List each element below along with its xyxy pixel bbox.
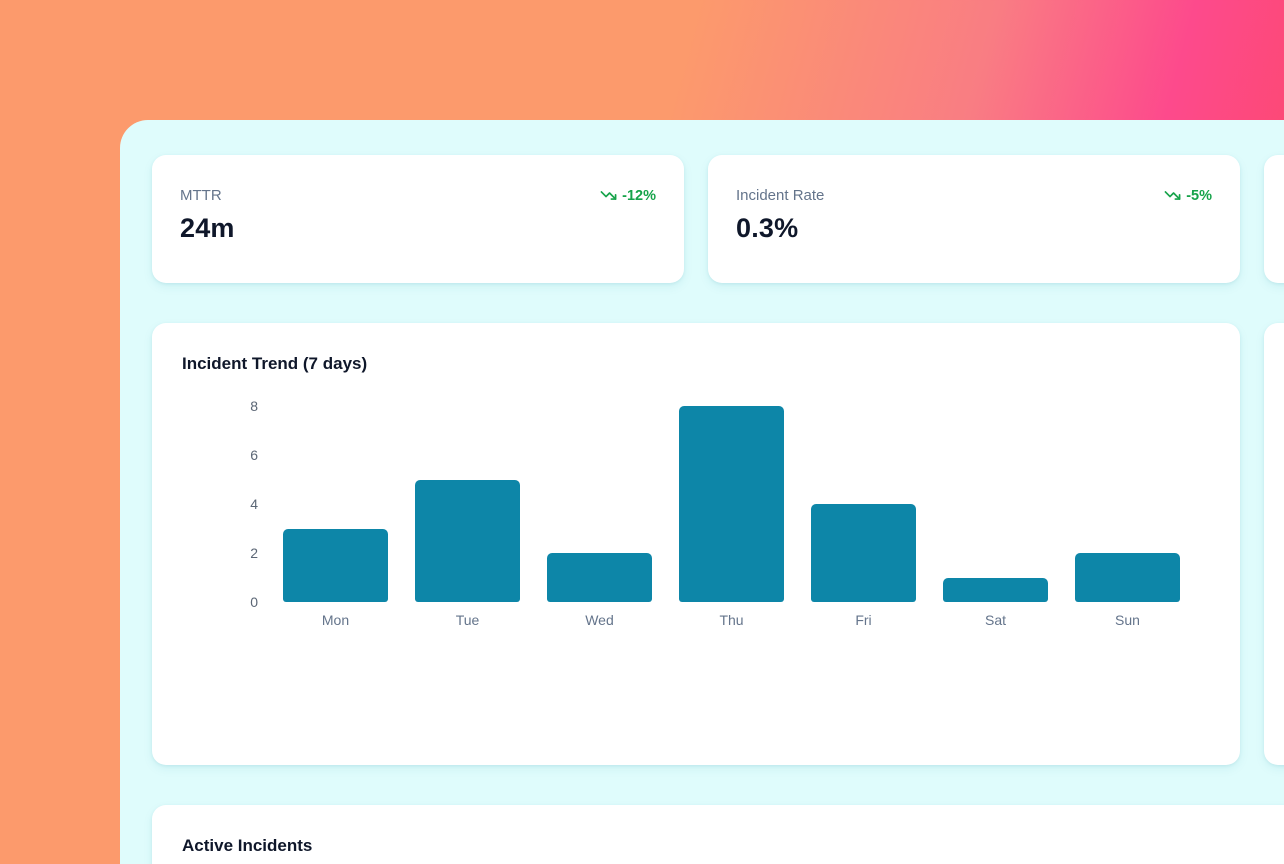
active-incidents-title: Active Incidents	[182, 836, 313, 855]
chart-bar-tue[interactable]	[415, 479, 520, 602]
chart-title: Incident Trend (7 days)	[182, 354, 368, 373]
chart-bar-sat[interactable]	[943, 577, 1048, 602]
dashboard-panel: MTTR -12% 24m Incident Ra	[120, 120, 1284, 864]
metric-label: MTTR	[180, 187, 222, 204]
x-tick-label: Sun	[1115, 612, 1140, 628]
chart-bar-mon[interactable]	[283, 528, 388, 602]
x-tick-label: Tue	[455, 612, 480, 628]
y-tick-label: 8	[250, 398, 258, 414]
y-tick-label: 4	[250, 496, 258, 512]
trending-down-icon	[1164, 187, 1181, 204]
metric-card-clipped	[1264, 155, 1284, 283]
x-tick-label: Thu	[719, 612, 744, 628]
metrics-row: MTTR -12% 24m Incident Ra	[152, 155, 1284, 283]
side-card-clipped	[1264, 323, 1284, 765]
incident-trend-chart-card: Incident Trend (7 days) 0 2 4 6 8 Mon Tue Wed T…	[152, 323, 1240, 765]
incidents-row: Active Incidents	[152, 805, 1284, 864]
metric-label: Incident Rate	[736, 187, 825, 204]
charts-row: Incident Trend (7 days) 0 2 4 6 8 Mon Tue Wed T…	[152, 323, 1284, 765]
trending-down-icon	[600, 187, 617, 204]
chart-plot-area: Mon Tue Wed Thu Fri Sat Sun	[283, 406, 1180, 628]
y-tick-label: 0	[250, 594, 258, 610]
y-tick-label: 6	[250, 447, 258, 463]
bar-chart: 0 2 4 6 8 Mon Tue Wed Thu Fri Sat Sun	[182, 398, 1210, 628]
metric-header: Incident Rate -5%	[736, 187, 1212, 204]
x-tick-label: Sat	[984, 612, 1006, 628]
metric-delta-value: -5%	[1186, 187, 1212, 204]
metric-delta-value: -12%	[622, 187, 656, 204]
metric-card-incident-rate: Incident Rate -5% 0.3%	[708, 155, 1240, 283]
chart-x-axis: Mon Tue Wed Thu Fri Sat Sun	[283, 612, 1180, 628]
x-tick-label: Wed	[585, 612, 614, 628]
active-incidents-card: Active Incidents	[152, 805, 1284, 864]
dashboard-content: MTTR -12% 24m Incident Ra	[152, 155, 1284, 864]
metric-delta: -12%	[600, 187, 656, 204]
metric-header: MTTR -12%	[180, 187, 656, 204]
metric-delta: -5%	[1164, 187, 1212, 204]
metric-value: 0.3%	[736, 213, 799, 243]
y-tick-label: 2	[250, 545, 258, 561]
x-tick-label: Fri	[855, 612, 872, 628]
chart-bars	[283, 406, 1180, 602]
metric-value: 24m	[180, 213, 235, 243]
chart-y-axis: 0 2 4 6 8	[182, 398, 258, 610]
chart-bar-sun[interactable]	[1075, 553, 1180, 602]
chart-bar-fri[interactable]	[811, 504, 916, 602]
chart-bar-thu[interactable]	[679, 406, 784, 602]
metric-card-mttr: MTTR -12% 24m	[152, 155, 684, 283]
chart-bar-wed[interactable]	[547, 553, 652, 602]
x-tick-label: Mon	[321, 612, 350, 628]
